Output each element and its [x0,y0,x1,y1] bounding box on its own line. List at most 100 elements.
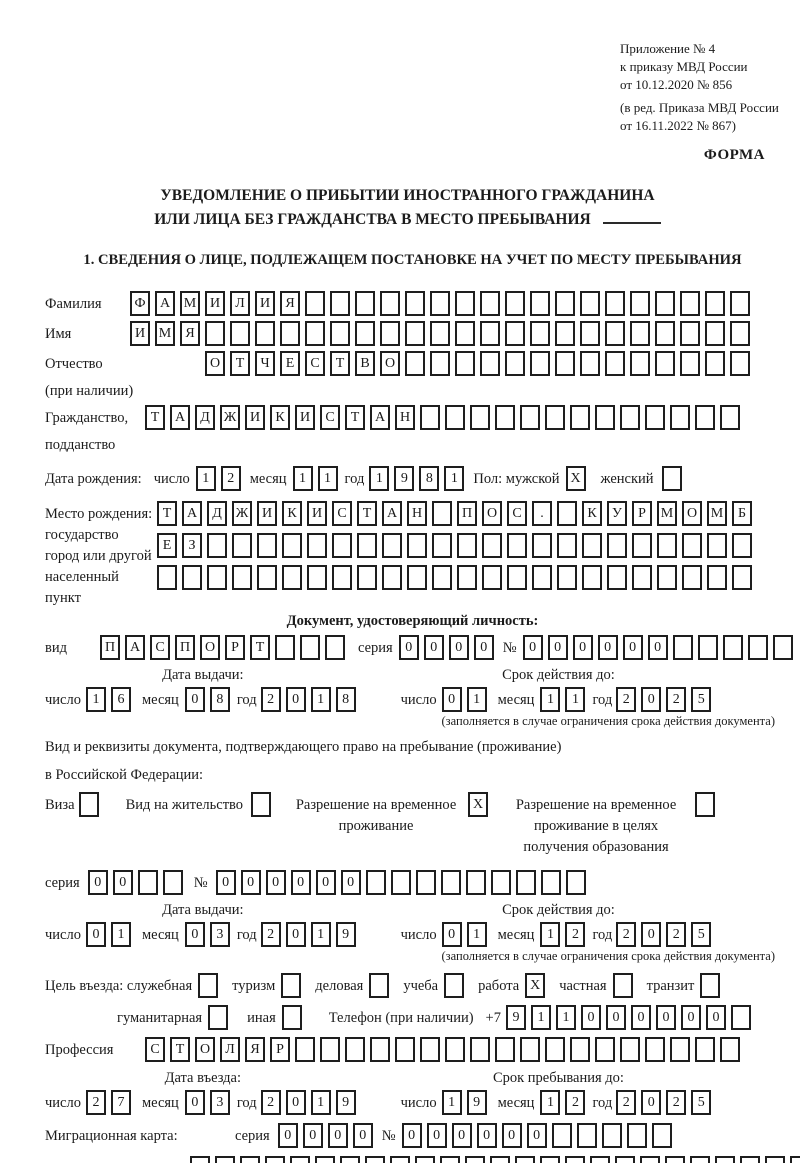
char-cell: 2 [616,922,637,947]
char-cell: И [307,501,327,526]
char-cell [230,321,250,346]
char-cell: 1 [466,687,487,712]
char-cell [330,291,350,316]
char-cell [280,321,300,346]
char-cell [480,321,500,346]
char-cell [555,351,575,376]
day-label: число [153,471,190,487]
char-cell: Л [230,291,250,316]
study-checkbox [444,973,469,998]
year-label: год [344,471,365,487]
char-cell: 2 [565,1090,586,1115]
char-cell: С [507,501,527,526]
char-cell: X [468,792,489,817]
char-cell [380,321,400,346]
char-cell [390,1156,410,1163]
char-cell [772,635,793,660]
char-cell [657,533,677,558]
char-cell: 1 [310,687,331,712]
char-cell [208,1005,229,1030]
tourism-checkbox [281,973,306,998]
char-cell: С [305,351,325,376]
char-cell [455,321,475,346]
char-cell [207,565,227,590]
char-cell [615,1156,635,1163]
char-cell [445,405,465,430]
char-cell: 0 [630,1005,651,1030]
field-representatives: Сведения о законных представителях (роди… [45,1156,800,1163]
char-cell [382,565,402,590]
char-cell: Т [157,501,177,526]
char-cell [365,1156,385,1163]
char-cell: Д [207,501,227,526]
other-checkbox [281,1005,307,1030]
char-cell: 0 [473,635,494,660]
char-cell: Т [330,351,350,376]
char-cell [580,321,600,346]
char-cell [620,1037,640,1062]
char-cell: 0 [547,635,568,660]
char-cell: А [155,291,175,316]
char-cell [390,870,411,895]
char-cell: 0 [215,870,236,895]
char-cell [700,973,721,998]
char-cell [420,405,440,430]
field-birthplace: Место рождения: государство город или др… [45,501,800,609]
char-cell [580,291,600,316]
char-cell [672,635,693,660]
char-cell: 1 [540,687,561,712]
char-cell [590,1156,610,1163]
forma-label: ФОРМА [703,147,765,163]
char-cell [251,792,272,817]
char-cell [340,1156,360,1163]
sex-male-label: Пол: мужской [473,471,560,487]
char-cell [520,1037,540,1062]
char-cell: 0 [85,922,106,947]
char-cell [657,565,677,590]
char-cell [515,870,536,895]
char-cell: X [565,466,586,491]
char-cell [680,321,700,346]
char-cell: 1 [310,1090,331,1115]
char-cell [530,291,550,316]
char-cell: 0 [340,870,361,895]
char-cell: О [682,501,702,526]
char-cell: Т [145,405,165,430]
char-cell [380,291,400,316]
char-cell [651,1123,672,1148]
char-cell: 0 [441,687,462,712]
char-cell: К [582,501,602,526]
char-cell: М [155,321,175,346]
char-cell: 1 [466,922,487,947]
char-cell [382,533,402,558]
char-cell [332,565,352,590]
stay-until-header: Срок пребывания до: [492,1070,624,1086]
purpose-official-label: Цель въезда: служебная [45,978,193,994]
right-doc-line2: в Российской Федерации: [45,767,204,783]
char-cell [432,565,452,590]
char-cell [670,1037,690,1062]
char-cell: Ч [255,351,275,376]
char-cell [582,533,602,558]
char-cell [325,635,345,660]
char-cell: О [195,1037,215,1062]
char-cell: Р [225,635,245,660]
char-cell: 0 [352,1123,373,1148]
char-cell [626,1123,647,1148]
char-cell: 0 [641,1090,662,1115]
transit-label: транзит [646,978,695,994]
char-cell [632,533,652,558]
char-cell [415,870,436,895]
char-cell [630,351,650,376]
char-cell: Н [395,405,415,430]
